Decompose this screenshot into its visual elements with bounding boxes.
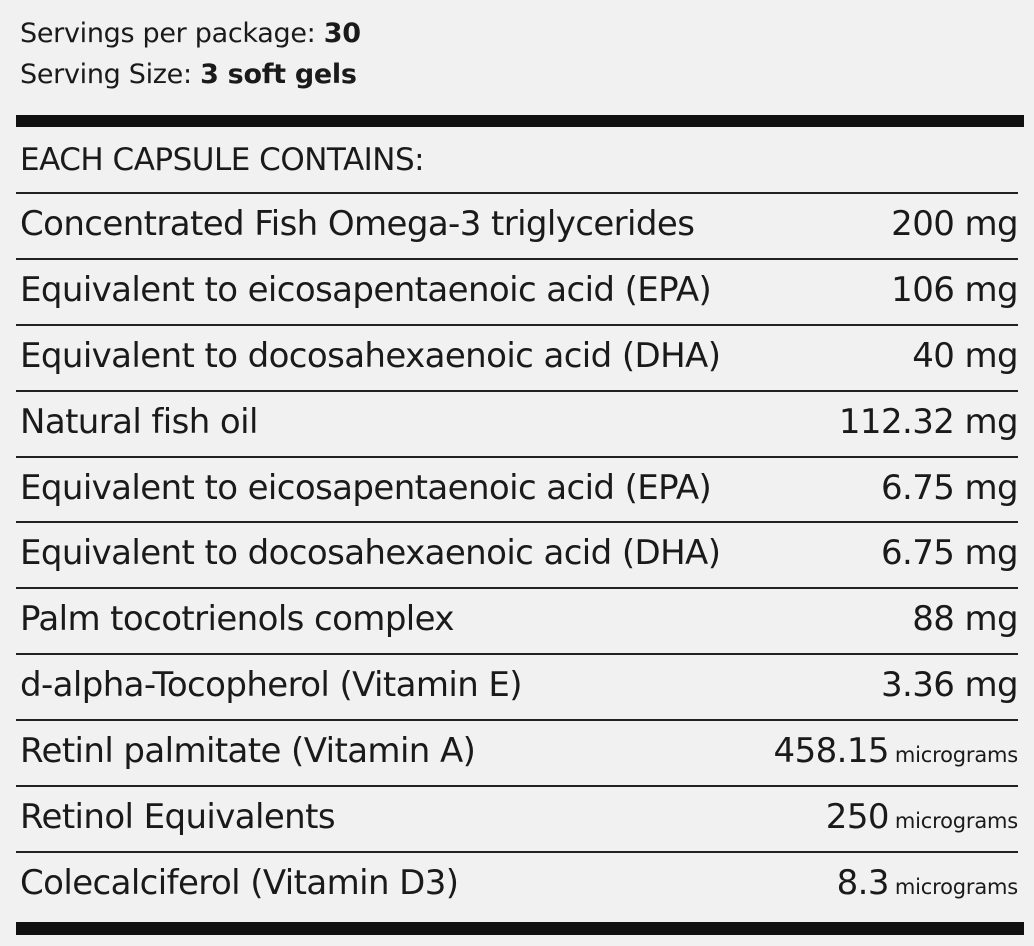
- amount-unit: mg: [964, 467, 1018, 508]
- ingredient-name: Retinol Equivalents: [20, 797, 336, 838]
- top-divider: [16, 115, 1024, 127]
- ingredient-name: Equivalent to docosahexaenoic acid (DHA): [20, 533, 721, 574]
- ingredient-name: Concentrated Fish Omega-3 triglycerides: [20, 204, 695, 244]
- ingredient-amount: 8.3 micrograms: [836, 861, 1019, 909]
- amount-unit: mg: [964, 335, 1018, 376]
- amount-value: 6.75: [880, 467, 955, 508]
- table-row: Equivalent to eicosapentaenoic acid (EPA…: [16, 455, 1019, 522]
- ingredient-name: Equivalent to eicosapentaenoic acid (EPA…: [20, 269, 712, 310]
- ingredient-amount: 6.75 mg: [880, 531, 1019, 575]
- amount-value: 8.3: [836, 862, 890, 903]
- amount-value: 88: [912, 599, 955, 640]
- ingredient-name: Natural fish oil: [20, 401, 258, 442]
- amount-unit: micrograms: [894, 874, 1018, 899]
- table-row: d-alpha-Tocopherol (Vitamin E) 3.36 mg: [16, 653, 1019, 719]
- table-row: Retinol Equivalents 250 micrograms: [16, 785, 1018, 851]
- amount-value: 40: [912, 335, 955, 376]
- ingredient-name: d-alpha-Tocopherol (Vitamin E): [20, 665, 523, 706]
- ingredient-name: Equivalent to docosahexaenoic acid (DHA): [20, 335, 721, 376]
- amount-value: 250: [825, 797, 890, 838]
- ingredient-amount: 112.32 mg: [838, 400, 1019, 444]
- ingredient-amount: 250 micrograms: [826, 795, 1018, 843]
- ingredient-amount: 88 mg: [912, 597, 1018, 641]
- amount-value: 112.32: [838, 401, 955, 442]
- ingredient-name: Colecalciferol (Vitamin D3): [20, 862, 459, 903]
- servings-label: Servings per package:: [20, 18, 316, 49]
- amount-unit: mg: [964, 204, 1018, 244]
- amount-unit: mg: [964, 599, 1018, 640]
- ingredient-amount: 3.36 mg: [880, 663, 1019, 707]
- table-row: Equivalent to docosahexaenoic acid (DHA)…: [16, 323, 1019, 390]
- ingredient-name: Retinl palmitate (Vitamin A): [20, 731, 476, 772]
- amount-unit: micrograms: [894, 743, 1018, 768]
- table-row: Colecalciferol (Vitamin D3) 8.3 micrograms: [16, 850, 1019, 917]
- amount-unit: mg: [964, 533, 1018, 574]
- table-row: Concentrated Fish Omega-3 triglycerides 2…: [16, 192, 1019, 258]
- table-row: Equivalent to eicosapentaenoic acid (EPA…: [16, 257, 1019, 324]
- ingredient-amount: 200 mg: [891, 202, 1018, 246]
- amount-unit: mg: [964, 665, 1018, 706]
- ingredient-amount: 458.15 micrograms: [773, 729, 1019, 777]
- amount-value: 6.75: [880, 533, 955, 574]
- amount-value: 200: [891, 204, 955, 244]
- amount-value: 106: [891, 269, 955, 310]
- servings-per-package: Servings per package: 30: [20, 17, 361, 51]
- servings-value: 30: [323, 18, 361, 49]
- ingredient-list: Concentrated Fish Omega-3 triglycerides 2…: [16, 192, 1019, 917]
- section-header: EACH CAPSULE CONTAINS:: [20, 142, 425, 178]
- serving-size: Serving Size: 3 soft gels: [20, 58, 357, 92]
- amount-unit: mg: [964, 401, 1018, 442]
- table-row: Palm tocotrienols complex 88 mg: [16, 587, 1019, 653]
- ingredient-amount: 106 mg: [891, 268, 1018, 312]
- ingredient-name: Palm tocotrienols complex: [20, 599, 454, 640]
- table-row: Retinl palmitate (Vitamin A) 458.15 microg…: [16, 719, 1018, 785]
- amount-unit: micrograms: [894, 809, 1018, 834]
- ingredient-amount: 6.75 mg: [880, 466, 1019, 510]
- serving-size-value: 3 soft gels: [200, 59, 357, 90]
- bottom-divider: [16, 922, 1024, 935]
- amount-value: 3.36: [880, 665, 955, 706]
- table-row: Natural fish oil 112.32 mg: [16, 389, 1019, 456]
- serving-size-label: Serving Size:: [20, 59, 192, 90]
- ingredient-name: Equivalent to eicosapentaenoic acid (EPA…: [20, 467, 712, 508]
- ingredient-amount: 40 mg: [912, 334, 1018, 378]
- table-row: Equivalent to docosahexaenoic acid (DHA)…: [16, 521, 1019, 587]
- amount-value: 458.15: [773, 731, 890, 772]
- amount-unit: mg: [964, 269, 1018, 310]
